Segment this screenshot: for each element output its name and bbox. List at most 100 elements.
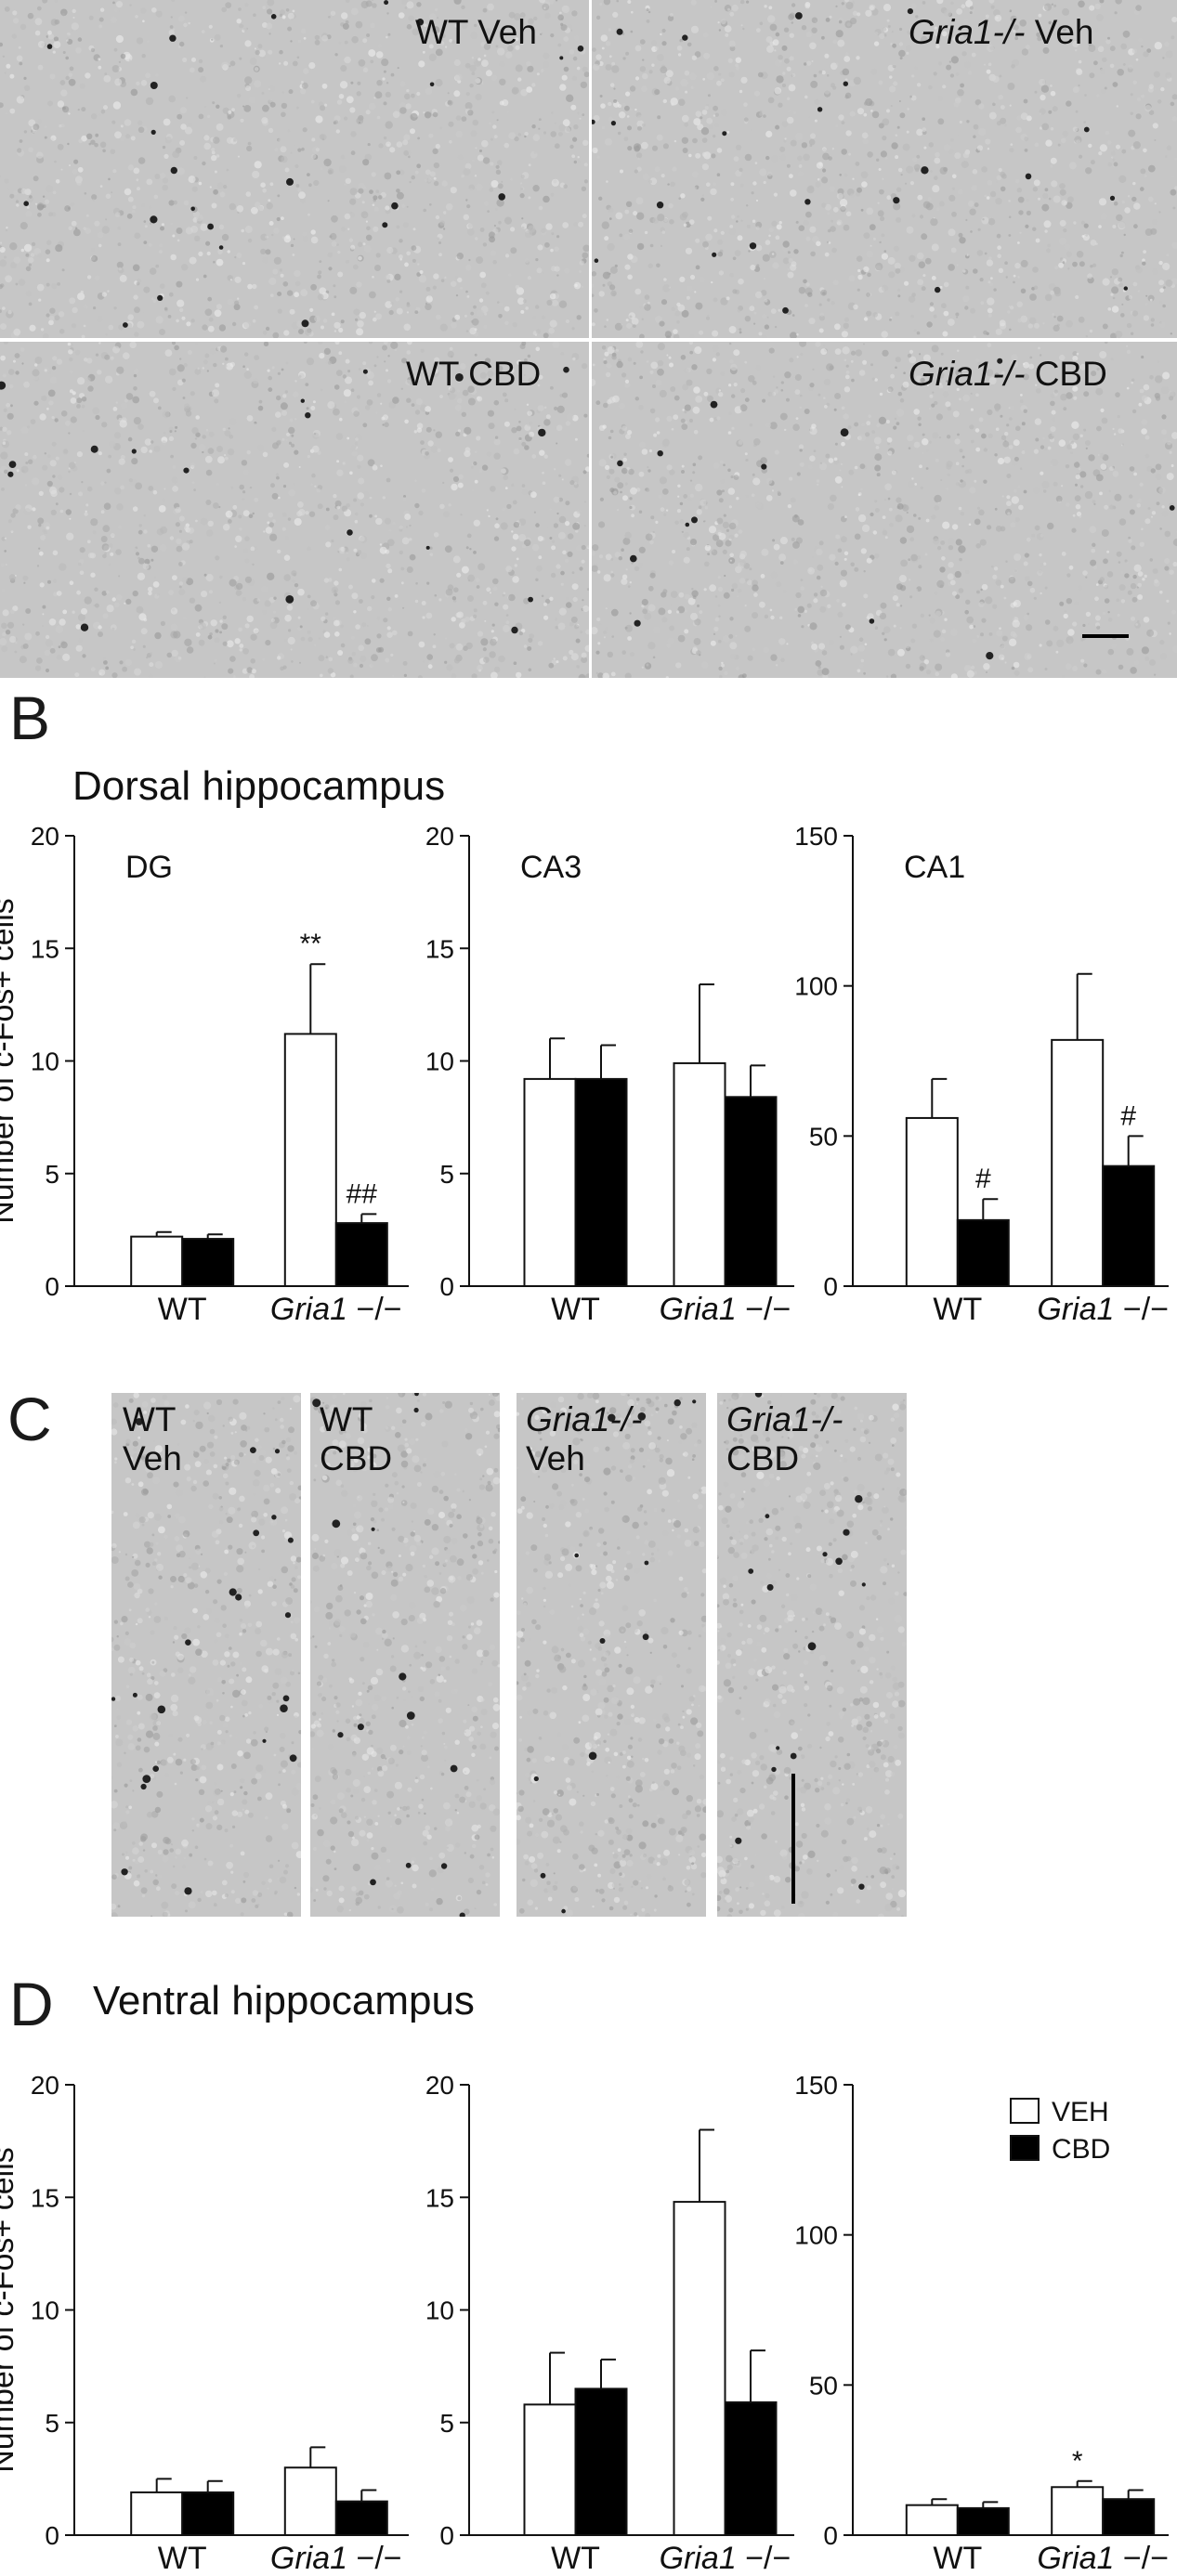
y-tick-label: 50: [809, 2371, 838, 2400]
y-tick-label: 20: [425, 822, 454, 851]
significance-marker: #: [1120, 1100, 1136, 1131]
legend-swatch: [1010, 2098, 1040, 2124]
y-tick-label: 100: [794, 972, 838, 1001]
category-label: Gria1 −/−: [270, 1292, 402, 1327]
y-tick-label: 10: [31, 1047, 59, 1076]
y-tick-label: 5: [45, 2409, 59, 2438]
category-label: Gria1 −/−: [660, 2541, 791, 2576]
micrograph-c-wt-veh: [111, 1393, 301, 1917]
category-label: Gria1 −/−: [660, 1292, 791, 1327]
micrograph-texture: [310, 1393, 500, 1917]
scale-bar-a: [1082, 634, 1129, 638]
y-tick-label: 15: [31, 934, 59, 963]
legend-swatch: [1010, 2135, 1040, 2161]
bar: [130, 1235, 184, 1288]
y-tick-label: 10: [425, 2296, 454, 2325]
micrograph-c-wt-cbd: [310, 1393, 500, 1917]
y-tick-label: 150: [794, 2071, 838, 2100]
bar: [724, 2400, 778, 2537]
section-title-ventral: Ventral hippocampus: [93, 1978, 475, 2023]
y-tick-label: 0: [823, 2521, 838, 2550]
y-tick-label: 20: [31, 822, 59, 851]
micrograph-c-ko-cbd: [717, 1393, 907, 1917]
y-tick-label: 150: [794, 822, 838, 851]
category-label: Gria1 −/−: [1037, 1292, 1169, 1327]
bar: [724, 1096, 778, 1288]
bar: [905, 1116, 959, 1288]
bar: [1051, 1038, 1105, 1288]
bar: [905, 2504, 959, 2537]
chart-2: 0 5 10 15 20 CA3 WT Gria1 −/−: [425, 822, 794, 1327]
significance-marker: **: [300, 929, 322, 959]
micrograph-label-c-wt-cbd: WT CBD: [320, 1400, 393, 1477]
micrograph-texture: [717, 1393, 907, 1917]
scale-bar-c: [791, 1774, 795, 1904]
bar: [1102, 1164, 1156, 1287]
category-label: Gria1 −/−: [1037, 2541, 1169, 2576]
category-label: WT: [933, 2541, 982, 2576]
micrograph-a-ko-veh: [592, 0, 1177, 338]
micrograph-label-a-wt-veh: WT Veh: [415, 13, 537, 51]
y-tick-label: 0: [439, 1272, 454, 1301]
micrograph-label-a-wt-cbd: WT CBD: [406, 355, 542, 393]
y-tick-label: 0: [823, 1272, 838, 1301]
bar: [673, 1061, 726, 1288]
y-tick-label: 15: [31, 2183, 59, 2212]
legend-label: VEH: [1052, 2097, 1109, 2127]
bar: [956, 2506, 1010, 2536]
bar: [334, 1222, 388, 1287]
y-axis-label: Number of c-Fos+ cells: [0, 2147, 20, 2473]
y-tick-label: 10: [425, 1047, 454, 1076]
bar: [574, 1077, 628, 1288]
category-label: WT: [933, 1292, 982, 1327]
micrograph-a-ko-cbd: [592, 342, 1177, 678]
bar: [1102, 2498, 1156, 2536]
y-tick-label: 10: [31, 2296, 59, 2325]
micrograph-texture: [0, 342, 589, 678]
category-label: WT: [551, 1292, 600, 1327]
significance-marker: #: [975, 1164, 991, 1194]
bar: [956, 1218, 1010, 1288]
bar: [523, 2403, 577, 2537]
micrograph-label-c-ko-veh: Gria1-/- Veh: [526, 1400, 643, 1477]
significance-marker: ##: [347, 1178, 378, 1209]
bar: [1051, 2486, 1105, 2536]
bar: [181, 2491, 235, 2537]
bar: [334, 2500, 388, 2536]
micrograph-label-a-ko-veh: Gria1-/- Veh: [909, 13, 1094, 51]
micrograph-c-ko-veh: [517, 1393, 706, 1917]
chart-1: 0 5 10 15 20 DG Number of c-Fos+ cells WT Gria1 …: [0, 822, 409, 1327]
panel-letter-d: D: [9, 1970, 54, 2038]
category-label: WT: [158, 1292, 207, 1327]
chart-3: 0 50 100 150 CA1 WT Gria1 −/− # #: [794, 822, 1169, 1327]
y-tick-label: 50: [809, 1122, 838, 1151]
bar: [130, 2491, 184, 2537]
micrograph-label-c-ko-cbd: Gria1-/- CBD: [726, 1400, 844, 1477]
bar: [283, 1033, 337, 1288]
y-tick-label: 5: [439, 1160, 454, 1189]
chart-title: CA1: [904, 850, 965, 885]
chart-5: 0 5 10 15 20 WT Gria1 −/−: [425, 2071, 794, 2576]
micrograph-texture: [592, 342, 1177, 678]
y-tick-label: 5: [45, 1160, 59, 1189]
y-tick-label: 5: [439, 2409, 454, 2438]
y-tick-label: 15: [425, 2183, 454, 2212]
micrograph-label-a-ko-cbd: Gria1-/- CBD: [909, 355, 1107, 393]
micrograph-a-wt-veh: [0, 0, 589, 338]
bar: [574, 2387, 628, 2536]
micrograph-label-c-wt-veh: WT Veh: [123, 1400, 182, 1477]
panel-letter-b: B: [9, 683, 51, 752]
category-label: Gria1 −/−: [270, 2541, 402, 2576]
panel-letter-c: C: [7, 1385, 52, 1453]
bar: [523, 1077, 577, 1288]
chart-6: 0 50 100 150 WT Gria1 −/− * VEH CBD: [794, 2071, 1169, 2576]
section-title-dorsal: Dorsal hippocampus: [72, 763, 446, 809]
y-tick-label: 0: [45, 2521, 59, 2550]
micrograph-texture: [0, 0, 589, 338]
category-label: WT: [158, 2541, 207, 2576]
y-tick-label: 0: [45, 1272, 59, 1301]
chart-title: DG: [125, 850, 173, 885]
y-axis-label: Number of c-Fos+ cells: [0, 898, 20, 1224]
y-tick-label: 100: [794, 2221, 838, 2250]
